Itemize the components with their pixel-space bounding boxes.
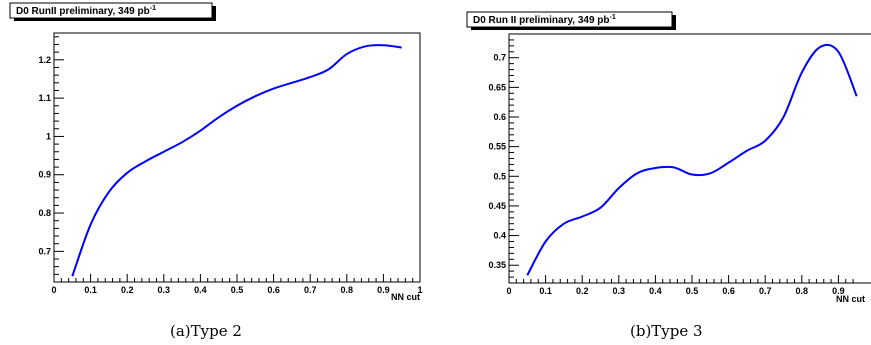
series-line — [71, 44, 402, 277]
plot-title-box — [9, 2, 213, 19]
x-tick-label: 0.1 — [539, 286, 552, 296]
x-tick-label: 0.6 — [722, 286, 735, 296]
y-tick-label: 1.1 — [38, 93, 51, 103]
x-tick-label: 0.4 — [194, 285, 207, 295]
x-tick-label: 0.3 — [158, 285, 171, 295]
x-tick-label: 0.4 — [649, 286, 662, 296]
x-tick-label: 0.5 — [686, 286, 699, 296]
x-tick-label: 0.2 — [121, 285, 134, 295]
y-tick-label: 0.35 — [488, 260, 506, 270]
x-tick-label: 0.3 — [613, 286, 626, 296]
x-tick-label: 0.5 — [231, 285, 244, 295]
x-tick-label: 0.8 — [796, 286, 809, 296]
plot-title: D0 Run II preliminary, 349 pb-1 — [473, 14, 616, 26]
panel-type-2: D0 RunII preliminary, 349 pb-1 0 0.1 0.2 0.… — [9, 2, 423, 302]
plot-title-box — [466, 11, 673, 28]
x-tick-label: 0.9 — [832, 286, 845, 296]
x-axis-title: NN cut — [836, 294, 865, 304]
x-tick-label: 0.1 — [84, 285, 97, 295]
y-tick-label: 0.65 — [488, 82, 506, 92]
x-tick-label: 0.6 — [267, 285, 280, 295]
x-tick-label: 0 — [51, 285, 56, 295]
x-tick-label: 0 — [506, 286, 511, 296]
plot-frame — [508, 33, 871, 284]
y-tick-label: 1 — [46, 131, 51, 141]
caption-a: (a)Type 2 — [170, 322, 242, 340]
y-axis-ticks: 0.35 0.4 0.45 0.5 0.55 0.6 0.65 0.7 — [488, 33, 519, 284]
y-tick-label: 0.7 — [38, 246, 51, 256]
caption-b: (b)Type 3 — [630, 322, 703, 340]
y-tick-label: 0.55 — [488, 142, 506, 152]
x-axis-ticks: 0 0.1 0.2 0.3 0.4 0.5 0.6 0.7 0.8 0.9 1 — [51, 274, 423, 295]
y-tick-label: 0.8 — [38, 208, 51, 218]
series-line — [526, 43, 858, 276]
x-tick-label: 0.9 — [377, 285, 390, 295]
y-tick-label: 0.4 — [493, 231, 506, 241]
y-tick-label: 0.5 — [493, 171, 506, 181]
y-tick-label: 0.7 — [493, 53, 506, 63]
x-axis-title: NN cut — [391, 292, 420, 302]
x-tick-label: 1 — [417, 285, 422, 295]
y-axis-ticks: 0.7 0.8 0.9 1 1.1 1.2 — [38, 36, 64, 283]
x-tick-label: 0.8 — [341, 285, 354, 295]
x-tick-label: 0.2 — [576, 286, 589, 296]
plot-title: D0 RunII preliminary, 349 pb-1 — [16, 5, 156, 17]
x-tick-label: 0.7 — [759, 286, 772, 296]
x-tick-label: 0.7 — [304, 285, 317, 295]
y-tick-label: 0.9 — [38, 170, 51, 180]
x-axis-ticks: 0 0.1 0.2 0.3 0.4 0.5 0.6 0.7 0.8 0.9 — [506, 275, 854, 296]
y-tick-label: 1.2 — [38, 55, 51, 65]
plot-frame — [53, 32, 421, 283]
panel-type-3: D0 Run II preliminary, 349 pb-1 0 0.1 0.2 0… — [466, 11, 871, 304]
y-tick-label: 0.6 — [493, 112, 506, 122]
y-tick-label: 0.45 — [488, 201, 506, 211]
